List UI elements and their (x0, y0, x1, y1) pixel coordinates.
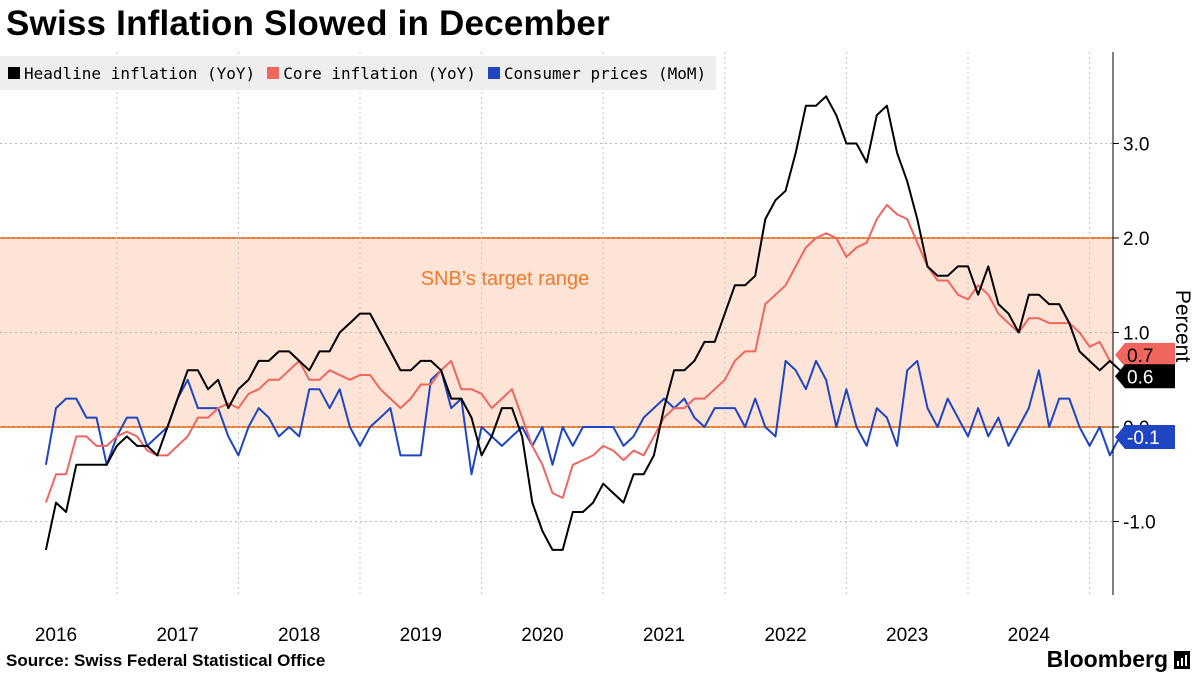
legend-swatch-mom (487, 67, 500, 79)
x-tick-label: 2016 (35, 625, 77, 646)
legend-item-core[interactable]: Core inflation (YoY) (267, 64, 476, 83)
y-tick-label: 1.0 (1123, 324, 1149, 345)
legend: Headline inflation (YoY) Core inflation … (0, 56, 717, 90)
x-tick-label: 2022 (764, 625, 806, 646)
y-tick-label: 2.0 (1123, 229, 1149, 250)
legend-item-mom[interactable]: Consumer prices (MoM) (487, 63, 707, 83)
core-line (44, 203, 1111, 503)
legend-label-mom: Consumer prices (MoM) (503, 63, 707, 83)
headline-end-flag-label: 0.6 (1127, 367, 1153, 388)
series-layer (44, 95, 1141, 551)
legend-item-headline[interactable]: Headline inflation (YoY) (8, 64, 255, 83)
headline-line (44, 95, 1121, 551)
axis-layer: -1.00.01.02.03.0Percent20162017201820192… (35, 52, 1194, 646)
brand-logo: Bloomberg (1047, 646, 1190, 673)
bloomberg-terminal-icon (1174, 650, 1190, 669)
mom-line (44, 359, 1141, 476)
y-tick-label: 3.0 (1123, 135, 1149, 156)
legend-swatch-headline (8, 67, 20, 79)
y-axis-title: Percent (1171, 290, 1194, 363)
legend-label-core: Core inflation (YoY) (283, 63, 476, 83)
grid-layer (0, 52, 1113, 595)
x-tick-label: 2020 (521, 625, 563, 646)
mom-end-flag (1115, 425, 1175, 449)
mom-end-flag-label: -0.1 (1127, 428, 1160, 449)
source-note: Source: Swiss Federal Statistical Office (6, 651, 326, 670)
y-tick-label: -1.0 (1123, 513, 1156, 534)
core-end-flag-label: 0.7 (1127, 346, 1153, 367)
chart-title: Swiss Inflation Slowed in December (6, 4, 610, 43)
x-tick-label: 2018 (278, 625, 320, 646)
x-tick-label: 2019 (400, 625, 442, 646)
x-tick-label: 2021 (643, 625, 685, 646)
core-end-flag (1115, 342, 1175, 367)
x-tick-label: 2023 (886, 625, 928, 646)
brand-name: Bloomberg (1046, 646, 1168, 672)
legend-label-headline: Headline inflation (YoY) (24, 63, 256, 83)
x-tick-label: 2017 (156, 625, 198, 646)
headline-end-flag (1115, 364, 1175, 389)
target-band-label: SNB’s target range (421, 268, 590, 290)
legend-swatch-core (267, 67, 280, 79)
x-tick-label: 2024 (1008, 625, 1051, 646)
